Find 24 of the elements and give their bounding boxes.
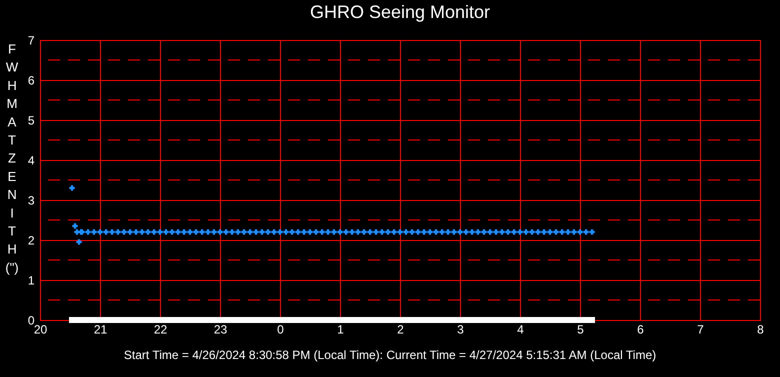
y-tick-label: 2 xyxy=(28,234,35,248)
y-tick-label: 6 xyxy=(28,74,35,88)
y-tick-label: 3 xyxy=(28,194,35,208)
y-tick-label: 4 xyxy=(28,154,35,168)
text: FWHM AT ZENITH (") xyxy=(5,42,19,275)
x-tick-label: 0 xyxy=(277,322,284,336)
text: Start Time = 4/26/2024 8:30:58 PM (Local Time): Current Time = 4/27/2024 5:15:31 AM (Local Time) xyxy=(124,348,656,362)
x-tick-label: 6 xyxy=(637,322,644,336)
x-tick-label: 5 xyxy=(577,322,584,336)
x-tick-label: 7 xyxy=(697,322,704,336)
x-tick-label: 23 xyxy=(214,322,228,336)
x-tick-label: 3 xyxy=(457,322,464,336)
x-tick-label: 8 xyxy=(757,322,764,336)
x-tick-label: 22 xyxy=(154,322,168,336)
x-tick-label: 20 xyxy=(34,322,48,336)
y-tick-label: 7 xyxy=(28,34,35,48)
y-tick-label: 0 xyxy=(28,314,35,328)
x-tick-label: 21 xyxy=(94,322,108,336)
x-tick-label: 1 xyxy=(337,322,344,336)
x-tick-label: 2 xyxy=(397,322,404,336)
x-tick-label: 4 xyxy=(517,322,524,336)
chart-title: GHRO Seeing Monitor xyxy=(310,2,490,22)
y-tick-label: 5 xyxy=(28,114,35,128)
y-tick-label: 1 xyxy=(28,274,35,288)
